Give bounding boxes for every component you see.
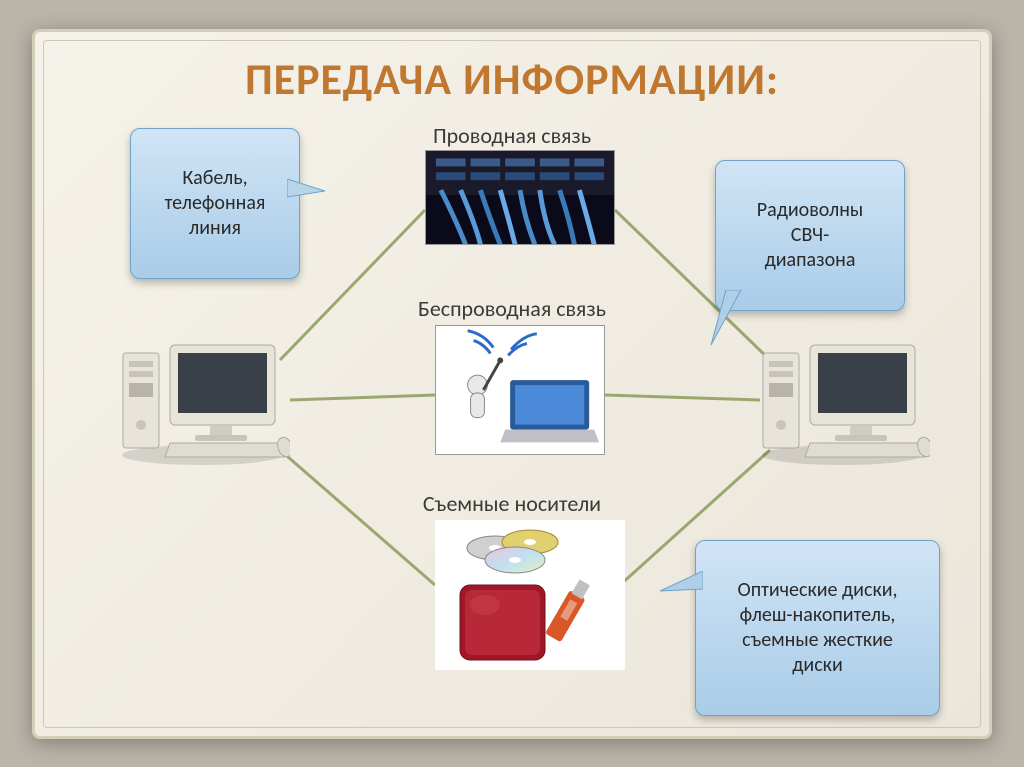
wifi-laptop-icon <box>436 325 604 455</box>
wireless-image <box>435 325 605 455</box>
slide-title: ПЕРЕДАЧА ИНФОРМАЦИИ: <box>75 52 949 106</box>
callout-optical-text: Оптические диски, флеш-накопитель, съемн… <box>737 578 897 677</box>
pc-left <box>115 335 290 465</box>
storage-image <box>435 520 625 670</box>
pc-right <box>755 335 930 465</box>
network-cables-icon <box>426 150 614 245</box>
diagram-canvas: Проводная связь Беспроводная связь Съемн… <box>75 110 949 710</box>
callout-cable: Кабель, телефонная линия <box>130 128 300 279</box>
callout-radio-text: Радиоволны СВЧ- диапазона <box>757 198 863 272</box>
slide: ПЕРЕДАЧА ИНФОРМАЦИИ: Проводная связь Бес… <box>32 29 992 739</box>
desktop-computer-icon <box>115 335 290 465</box>
storage-devices-icon <box>435 520 625 670</box>
callout-tail-icon <box>706 290 756 350</box>
cables-image <box>425 150 615 245</box>
desktop-computer-icon <box>755 335 930 465</box>
callout-tail-icon <box>658 571 703 601</box>
callout-radio: Радиоволны СВЧ- диапазона <box>715 160 905 311</box>
callout-optical: Оптические диски, флеш-накопитель, съемн… <box>695 540 940 716</box>
callout-tail-icon <box>287 179 327 209</box>
label-removable: Съемные носители <box>75 490 949 517</box>
callout-cable-text: Кабель, телефонная линия <box>165 166 266 240</box>
